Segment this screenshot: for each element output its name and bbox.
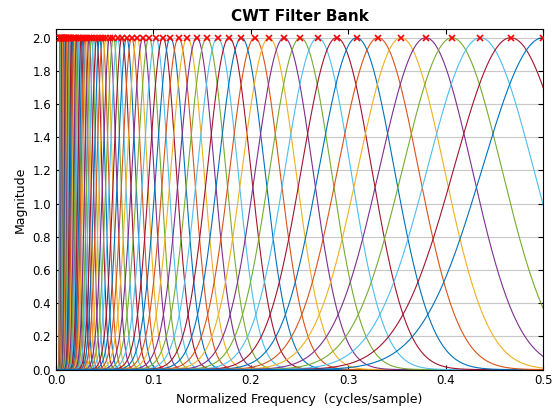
X-axis label: Normalized Frequency  (cycles/sample): Normalized Frequency (cycles/sample) <box>176 393 423 406</box>
Title: CWT Filter Bank: CWT Filter Bank <box>231 9 368 24</box>
Y-axis label: Magnitude: Magnitude <box>14 166 27 233</box>
